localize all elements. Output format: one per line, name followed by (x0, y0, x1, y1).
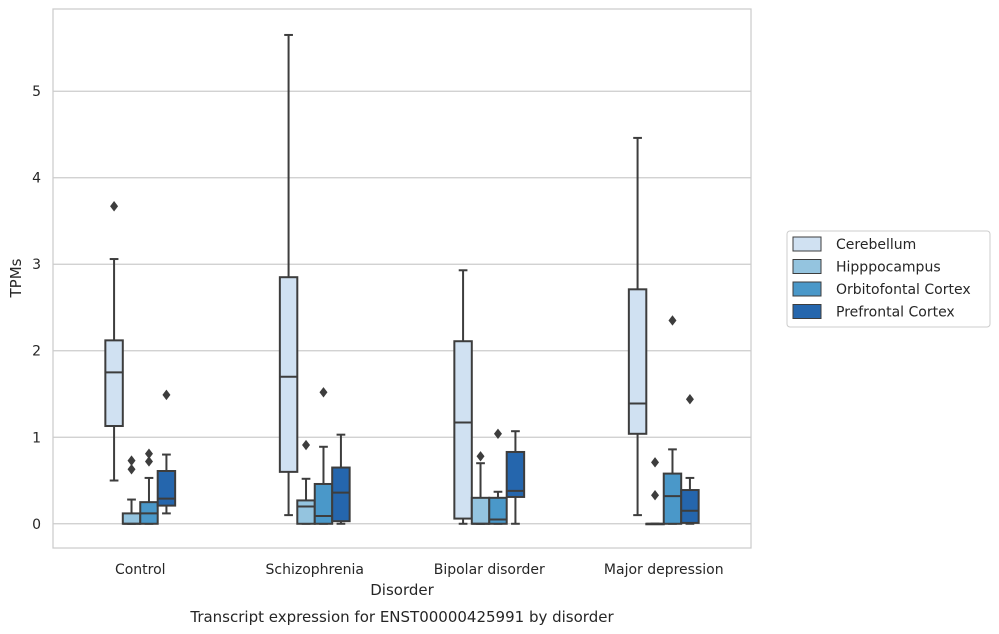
box-3-1 (645, 457, 665, 526)
outlier-point (162, 389, 171, 401)
y-tick-label: 4 (32, 171, 41, 187)
outlier-point (651, 457, 660, 468)
chart-caption: Transcript expression for ENST0000042599… (189, 608, 614, 626)
legend-swatch (792, 281, 822, 297)
x-tick-labels: Control Schizophrenia Bipolar disorder Majo… (115, 562, 724, 578)
y-axis-label: TPMs (7, 258, 25, 298)
legend-label: Orbitofontal Cortex (836, 282, 971, 298)
x-axis-label: Disorder (370, 581, 434, 599)
legend-items: Cerebellum Hipppocampus Orbitofontal Corte… (792, 236, 971, 321)
box-1-3 (331, 433, 351, 525)
legend-frame (786, 230, 991, 328)
legend-label: Hipppocampus (836, 260, 941, 276)
outlier-point (493, 428, 502, 439)
outlier-point (302, 439, 311, 451)
box-body (331, 466, 351, 523)
x-tick-label: Control (115, 562, 166, 578)
box-1-2 (313, 387, 334, 525)
outlier-point (127, 464, 136, 475)
box-body (505, 450, 526, 498)
legend-swatch (792, 304, 822, 319)
box-body (627, 288, 648, 435)
box-body (680, 489, 700, 524)
box-body (121, 512, 142, 525)
x-tick-label: Major depression (604, 562, 724, 578)
legend-label: Cerebellum (836, 237, 916, 253)
box-0-2 (139, 448, 159, 525)
legend: Cerebellum Hipppocampus Orbitofontal Corte… (786, 230, 991, 328)
outlier-point (319, 387, 328, 398)
plot-frame (52, 8, 752, 549)
box-3-2 (662, 315, 683, 525)
outlier-point (110, 201, 119, 212)
y-tick-label: 2 (32, 344, 41, 360)
y-tick-labels: 0 1 2 3 4 5 (32, 84, 41, 533)
box-plots (104, 33, 700, 526)
box-body (488, 496, 508, 525)
box-body (278, 276, 299, 473)
box-1-0 (278, 33, 299, 517)
box-body (662, 472, 683, 525)
box-2-2 (488, 428, 508, 525)
outlier-point (127, 455, 136, 466)
outlier-point (144, 456, 153, 467)
box-0-0 (104, 201, 124, 482)
grid-lines (53, 90, 751, 525)
y-tick-label: 5 (32, 84, 41, 100)
y-tick-label: 0 (32, 517, 41, 533)
legend-swatch (792, 236, 822, 252)
box-body (156, 470, 177, 507)
legend-label: Prefrontal Cortex (836, 305, 955, 321)
box-0-3 (156, 389, 177, 515)
outlier-point (668, 315, 677, 326)
y-tick-label: 1 (32, 430, 41, 446)
box-body (296, 499, 316, 525)
box-body (104, 339, 124, 428)
x-tick-label: Schizophrenia (266, 562, 364, 578)
box-2-3 (505, 430, 526, 525)
box-1-1 (296, 439, 316, 525)
box-body (453, 340, 473, 520)
box-body (470, 496, 491, 525)
box-3-3 (680, 393, 700, 525)
outlier-point (685, 393, 694, 405)
box-3-0 (627, 136, 648, 517)
y-tick-label: 3 (32, 257, 41, 273)
x-tick-label: Bipolar disorder (434, 562, 545, 578)
outlier-point (144, 448, 153, 459)
legend-swatch (792, 259, 822, 274)
box-body (313, 482, 334, 525)
outlier-point (476, 451, 485, 462)
outlier-point (651, 490, 660, 501)
box-0-1 (121, 455, 142, 525)
box-2-0 (453, 269, 473, 525)
box-2-1 (470, 451, 491, 525)
